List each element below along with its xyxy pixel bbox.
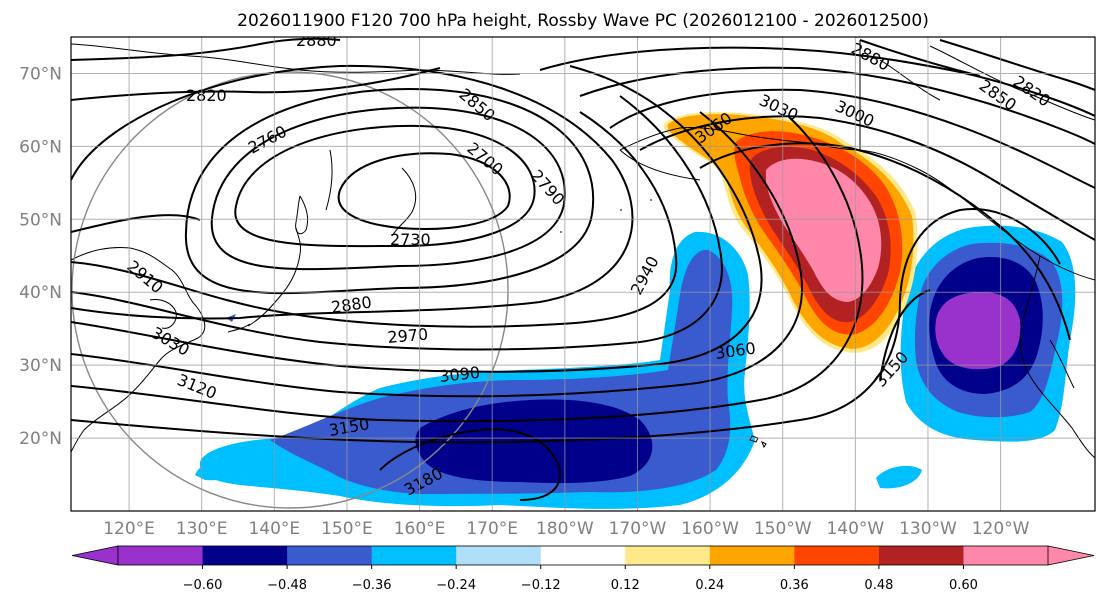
colorbar-segment	[709, 546, 795, 565]
contour-label: 2820	[186, 86, 227, 105]
colorbar-tick-label: −0.12	[521, 578, 561, 593]
lon-tick-label: 140°E	[248, 519, 300, 539]
map-layers: 2880 2820 2760 2850 2700 2790 2730 3060 …	[71, 31, 1095, 511]
colorbar-segment	[878, 546, 964, 565]
figure-title: 2026011900 F120 700 hPa height, Rossby W…	[237, 11, 929, 31]
contour-label: 2880	[296, 31, 337, 50]
colorbar-segment	[118, 546, 204, 565]
colorbar-tick-label: −0.36	[352, 578, 392, 593]
lon-tick-label: 180°W	[536, 519, 594, 539]
colorbar-tick-label: 0.24	[695, 578, 724, 593]
colorbar-segment	[287, 546, 373, 565]
colorbar-segment	[456, 546, 542, 565]
lat-tick-label: 30°N	[19, 356, 62, 376]
lon-tick-label: 150°E	[321, 519, 373, 539]
contour-label: 3090	[438, 363, 480, 386]
colorbar-tick-label: −0.24	[436, 578, 476, 593]
colorbar-segment	[202, 546, 288, 565]
colorbar-tick-label: 0.48	[864, 578, 893, 593]
contour-label: 2730	[390, 230, 431, 249]
colorbar-tick-label: −0.60	[183, 578, 223, 593]
colorbar-segment	[625, 546, 711, 565]
colorbar-tick-label: 0.36	[780, 578, 809, 593]
longitude-labels: 120°E 130°E 140°E 150°E 160°E 170°E 180°W 170°W…	[103, 519, 1029, 539]
lon-tick-label: 170°W	[609, 519, 667, 539]
latitude-labels: 20°N 30°N 40°N 50°N 60°N 70°N	[19, 64, 62, 449]
gridlines	[71, 37, 1095, 511]
lon-tick-label: 170°E	[466, 519, 518, 539]
colorbar-extend-min	[71, 545, 119, 566]
colorbar-segment	[794, 546, 880, 565]
colorbar-segment	[963, 546, 1049, 565]
map-frame	[70, 36, 1096, 512]
lon-tick-label: 140°W	[826, 519, 884, 539]
colorbar-segment	[371, 546, 457, 565]
colorbar-tick-label: 0.60	[949, 578, 978, 593]
height-contours	[71, 37, 1095, 501]
lat-tick-label: 70°N	[19, 64, 62, 84]
lon-tick-label: 160°E	[394, 519, 446, 539]
colorbar-extend-max	[1047, 545, 1095, 566]
contour-label: 2970	[387, 325, 429, 347]
lat-tick-label: 40°N	[19, 283, 62, 303]
lon-tick-label: 130°E	[176, 519, 228, 539]
lat-tick-label: 50°N	[19, 210, 62, 230]
lon-tick-label: 120°E	[103, 519, 155, 539]
reference-circle	[71, 71, 509, 509]
colorbar: −0.60 −0.48 −0.36 −0.24 −0.12 0.12 0.24 0.36 0.4…	[71, 545, 1095, 593]
lat-tick-label: 60°N	[19, 137, 62, 157]
colorbar-tick-label: −0.48	[267, 578, 307, 593]
lon-tick-label: 160°W	[681, 519, 739, 539]
colorbar-segment	[540, 546, 626, 565]
negative-anomaly-west-coast	[900, 225, 1076, 442]
lon-tick-label: 150°W	[754, 519, 812, 539]
lat-tick-label: 20°N	[19, 429, 62, 449]
lon-tick-label: 130°W	[899, 519, 957, 539]
colorbar-tick-label: 0.12	[611, 578, 640, 593]
lon-tick-label: 120°W	[972, 519, 1030, 539]
colorbar-frame	[117, 545, 1049, 566]
